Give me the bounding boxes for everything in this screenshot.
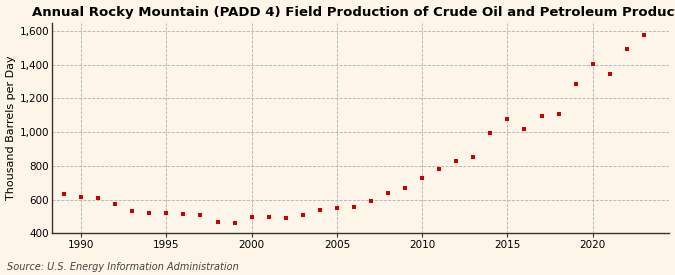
Y-axis label: Thousand Barrels per Day: Thousand Barrels per Day: [5, 56, 16, 200]
Point: [263, 215, 274, 219]
Point: [298, 213, 308, 217]
Point: [348, 204, 359, 209]
Point: [92, 196, 103, 200]
Point: [161, 211, 171, 216]
Point: [622, 47, 632, 52]
Text: Source: U.S. Energy Information Administration: Source: U.S. Energy Information Administ…: [7, 262, 238, 272]
Point: [416, 175, 427, 180]
Point: [315, 208, 325, 213]
Point: [144, 210, 155, 215]
Point: [230, 221, 240, 225]
Point: [502, 117, 513, 121]
Point: [485, 130, 496, 135]
Point: [383, 191, 394, 195]
Point: [127, 209, 138, 213]
Point: [639, 32, 649, 37]
Point: [451, 159, 462, 163]
Point: [59, 191, 70, 196]
Point: [400, 186, 410, 190]
Point: [178, 212, 189, 216]
Point: [519, 127, 530, 131]
Point: [195, 213, 206, 217]
Point: [246, 215, 257, 219]
Point: [434, 166, 445, 171]
Title: Annual Rocky Mountain (PADD 4) Field Production of Crude Oil and Petroleum Produ: Annual Rocky Mountain (PADD 4) Field Pro…: [32, 6, 675, 18]
Point: [570, 81, 581, 86]
Point: [468, 155, 479, 159]
Point: [110, 202, 121, 206]
Point: [604, 72, 615, 76]
Point: [587, 62, 598, 67]
Point: [536, 113, 547, 118]
Point: [366, 199, 377, 203]
Point: [554, 112, 564, 116]
Point: [331, 206, 342, 210]
Point: [212, 219, 223, 224]
Point: [280, 216, 291, 220]
Point: [76, 194, 86, 199]
